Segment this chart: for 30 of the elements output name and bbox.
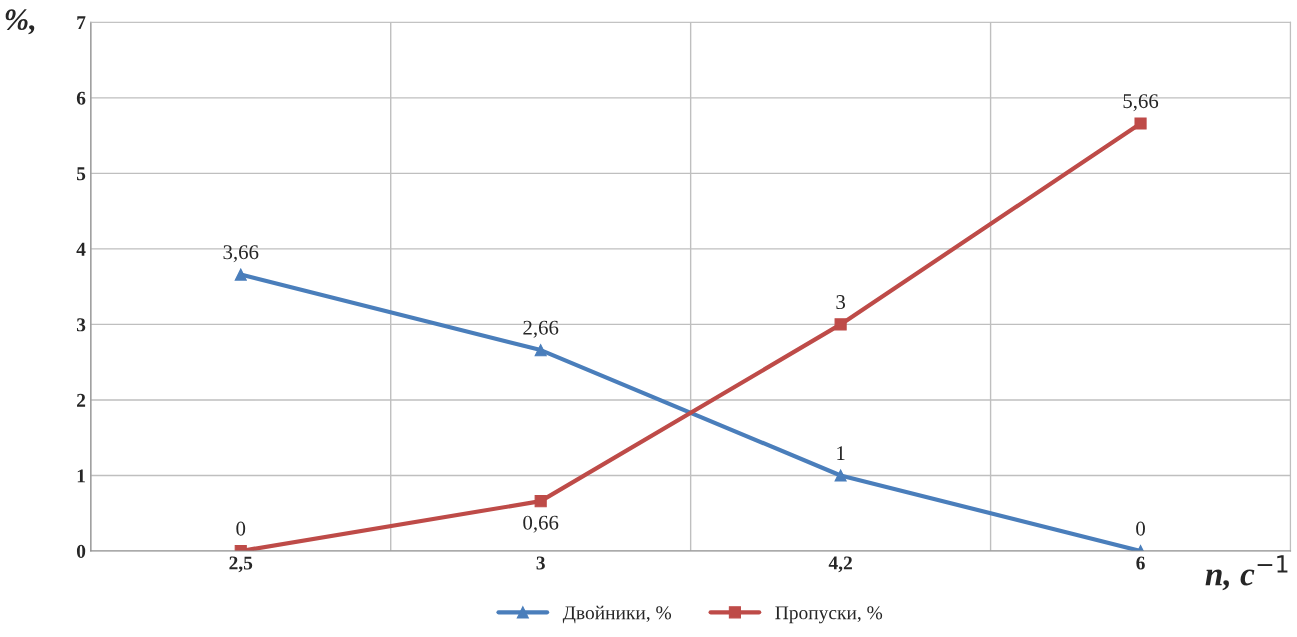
x-tick-label: 4,2 bbox=[828, 556, 852, 573]
y-axis-title: %, bbox=[5, 9, 35, 35]
point bbox=[534, 495, 547, 508]
y-tick-label: 3 bbox=[76, 318, 86, 332]
x-axis-title: n, с$^{−1}$ bbox=[1205, 555, 1288, 591]
y-tick-label: 0 bbox=[76, 544, 86, 558]
point bbox=[234, 268, 247, 281]
data-label: 0 bbox=[1136, 521, 1145, 536]
data-label: 0 bbox=[236, 521, 246, 536]
data-label: 3,66 bbox=[223, 245, 259, 263]
point bbox=[534, 344, 547, 357]
data-label: 1 bbox=[837, 446, 845, 460]
point bbox=[834, 318, 847, 331]
data-label: 0,66 bbox=[523, 515, 559, 533]
x-tick-label: 3 bbox=[536, 556, 545, 570]
point bbox=[1134, 117, 1147, 130]
point bbox=[834, 469, 847, 482]
y-tick-label: 7 bbox=[77, 16, 86, 30]
data-label: 3 bbox=[836, 295, 846, 310]
x-tick-label: 2,5 bbox=[229, 556, 253, 573]
x-tick-label: 6 bbox=[1136, 556, 1145, 570]
y-tick-label: 6 bbox=[76, 91, 86, 105]
y-tick-label: 2 bbox=[77, 393, 86, 407]
data-label: 5,66 bbox=[1123, 94, 1159, 112]
y-tick-label: 1 bbox=[77, 469, 85, 483]
legend-label: Пропуски, % bbox=[775, 606, 883, 624]
legend-label: Двойники, % bbox=[562, 605, 672, 624]
data-label: 2,66 bbox=[523, 320, 559, 338]
y-tick-label: 4 bbox=[76, 242, 86, 256]
y-tick-label: 5 bbox=[76, 167, 86, 181]
